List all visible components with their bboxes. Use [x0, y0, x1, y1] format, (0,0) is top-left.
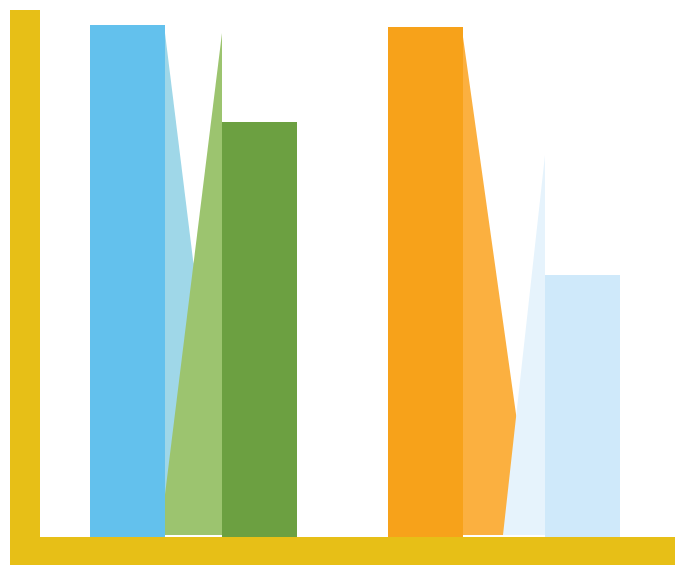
bar-chart: [0, 0, 690, 572]
bar-4: [545, 275, 620, 537]
bar-1: [90, 25, 165, 537]
bar-2: [222, 122, 297, 537]
bar-3: [388, 27, 463, 537]
